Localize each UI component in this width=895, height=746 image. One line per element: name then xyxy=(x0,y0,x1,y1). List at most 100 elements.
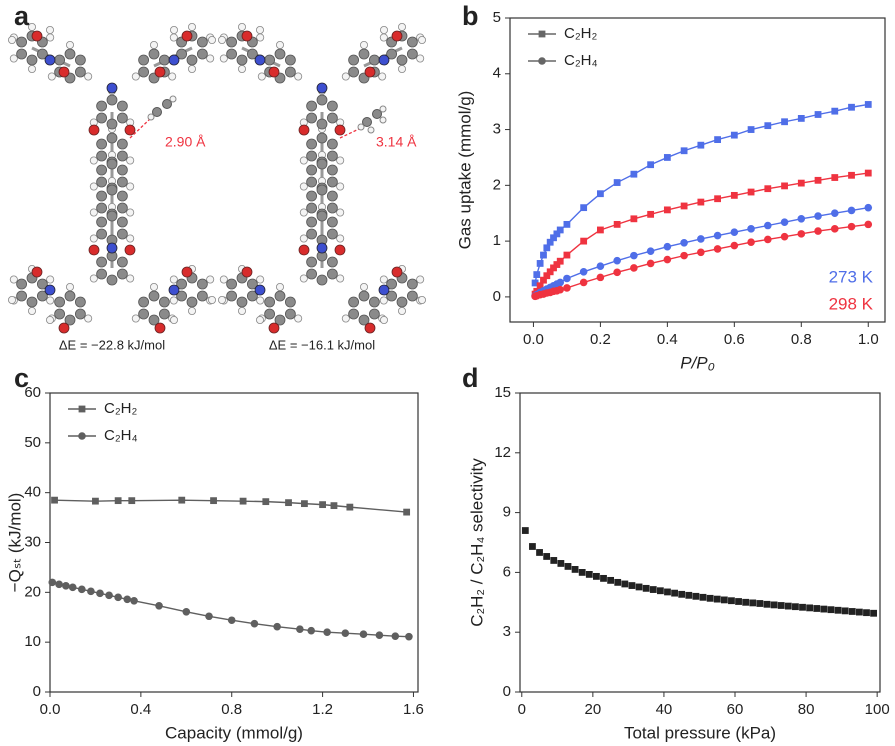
marker xyxy=(630,215,638,223)
marker xyxy=(543,272,551,280)
marker xyxy=(831,174,839,181)
carbon-atom xyxy=(96,150,108,162)
hydrogen-atom xyxy=(126,234,135,243)
y-tick-label: 3 xyxy=(503,623,511,640)
marker xyxy=(642,584,650,592)
hydrogen-atom xyxy=(126,208,135,217)
marker xyxy=(635,583,643,591)
guest-carbon xyxy=(372,109,382,119)
x-tick-label: 0.8 xyxy=(221,701,242,718)
carbon-atom xyxy=(284,308,296,320)
carbon-atom xyxy=(158,308,170,320)
y-axis-label: −Qₛₜ (kJ/mol) xyxy=(5,493,24,593)
carbon-atom xyxy=(236,54,248,66)
hydrogen-atom xyxy=(206,54,215,63)
hydrogen-atom xyxy=(207,36,216,45)
marker xyxy=(777,602,785,609)
guest-hydrogen xyxy=(367,126,375,134)
marker xyxy=(680,202,688,210)
carbon-atom xyxy=(158,54,170,66)
x-axis-label: P/P₀ xyxy=(680,353,715,372)
hydrogen-atom xyxy=(341,72,350,81)
marker xyxy=(797,179,805,187)
marker xyxy=(781,118,788,126)
x-tick-label: 1.0 xyxy=(858,331,879,348)
marker xyxy=(578,569,586,576)
marker xyxy=(227,616,236,625)
carbon-atom xyxy=(306,164,318,176)
carbon-atom xyxy=(148,314,160,326)
marker xyxy=(78,585,86,594)
marker xyxy=(728,597,735,605)
guest-hydrogen xyxy=(147,113,155,121)
oxygen-atom xyxy=(58,66,70,78)
marker xyxy=(557,560,565,567)
hydrogen-atom xyxy=(255,25,264,34)
carbon-atom xyxy=(116,138,128,150)
carbon-atom xyxy=(196,36,208,48)
marker xyxy=(680,147,688,155)
hydrogen-atom xyxy=(257,72,266,81)
x-tick-label: 0.4 xyxy=(130,701,151,718)
x-tick-label: 0.8 xyxy=(791,331,812,348)
carbon-atom xyxy=(26,296,38,308)
marker xyxy=(597,190,604,198)
carbon-atom xyxy=(306,228,318,240)
marker xyxy=(863,609,870,617)
hydrogen-atom xyxy=(27,22,36,31)
oxygen-atom xyxy=(31,266,43,278)
carbon-atom xyxy=(368,308,380,320)
marker xyxy=(747,188,755,196)
carbon-atom xyxy=(36,48,48,60)
marker xyxy=(250,619,259,628)
carbon-atom xyxy=(226,278,238,290)
marker xyxy=(521,527,529,534)
oxygen-atom xyxy=(31,30,43,42)
marker xyxy=(614,578,622,586)
marker xyxy=(123,595,132,604)
hydrogen-atom xyxy=(379,315,388,324)
carbon-atom xyxy=(96,268,108,280)
y-tick-label: 12 xyxy=(494,444,511,461)
hydrogen-atom xyxy=(47,72,56,81)
hydrogen-atom xyxy=(359,282,368,291)
hydrogen-atom xyxy=(46,25,55,34)
carbon-atom xyxy=(196,278,208,290)
hydrogen-atom xyxy=(149,282,158,291)
carbon-atom xyxy=(64,290,76,302)
carbon-atom xyxy=(96,228,108,240)
marker xyxy=(797,230,806,238)
carbon-atom xyxy=(406,278,418,290)
hydrogen-atom xyxy=(336,234,345,243)
carbon-atom xyxy=(176,278,188,290)
marker xyxy=(797,115,805,122)
x-tick-label: 100 xyxy=(865,701,890,718)
marker xyxy=(841,607,849,615)
marker xyxy=(540,251,547,259)
nitrogen-atom xyxy=(44,54,56,66)
nitrogen-atom xyxy=(378,284,390,296)
hydrogen-atom xyxy=(299,234,308,243)
carbon-atom xyxy=(54,296,66,308)
marker xyxy=(130,597,138,605)
marker xyxy=(747,238,755,247)
carbon-atom xyxy=(284,66,296,78)
marker xyxy=(864,220,873,229)
marker xyxy=(553,230,561,238)
carbon-atom xyxy=(306,150,318,162)
y-axis-label: C₂H₂ / C₂H₄ selectivity xyxy=(467,458,486,627)
carbon-atom xyxy=(358,48,370,60)
carbon-atom xyxy=(306,202,318,214)
carbon-atom xyxy=(326,112,338,124)
x-tick-label: 0.4 xyxy=(657,331,678,348)
carbon-atom xyxy=(396,296,408,308)
legend-label: C₂H₂ xyxy=(104,400,137,417)
hydrogen-atom xyxy=(27,306,36,315)
hydrogen-atom xyxy=(379,275,388,284)
carbon-atom xyxy=(274,314,286,326)
carbon-atom xyxy=(138,54,150,66)
marker xyxy=(550,234,557,242)
marker xyxy=(182,607,191,616)
hydrogen-atom xyxy=(275,41,284,50)
marker xyxy=(563,220,571,228)
